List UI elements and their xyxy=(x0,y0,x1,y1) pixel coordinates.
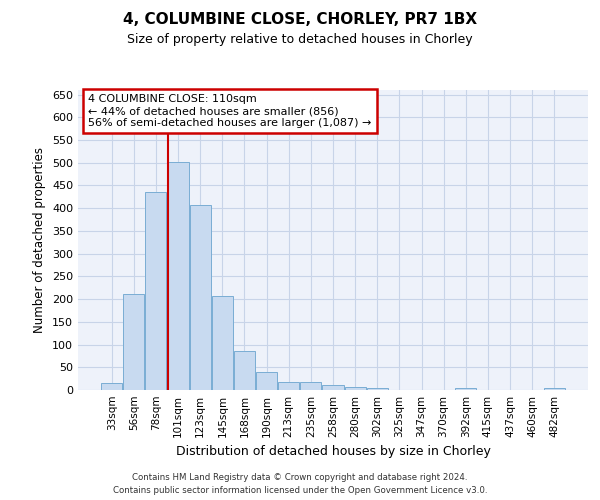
Bar xyxy=(301,382,322,390)
Bar xyxy=(278,382,299,390)
Bar xyxy=(190,205,211,390)
Bar xyxy=(256,372,277,390)
Bar xyxy=(145,192,166,390)
Bar xyxy=(344,388,365,390)
Text: Contains HM Land Registry data © Crown copyright and database right 2024.
Contai: Contains HM Land Registry data © Crown c… xyxy=(113,474,487,495)
Y-axis label: Number of detached properties: Number of detached properties xyxy=(34,147,46,333)
Bar xyxy=(212,296,233,390)
Bar xyxy=(124,294,145,390)
Bar xyxy=(234,352,255,390)
Bar xyxy=(544,388,565,390)
Text: 4, COLUMBINE CLOSE, CHORLEY, PR7 1BX: 4, COLUMBINE CLOSE, CHORLEY, PR7 1BX xyxy=(123,12,477,28)
Bar xyxy=(455,388,476,390)
Text: Size of property relative to detached houses in Chorley: Size of property relative to detached ho… xyxy=(127,32,473,46)
X-axis label: Distribution of detached houses by size in Chorley: Distribution of detached houses by size … xyxy=(176,446,490,458)
Bar xyxy=(167,162,188,390)
Text: 4 COLUMBINE CLOSE: 110sqm
← 44% of detached houses are smaller (856)
56% of semi: 4 COLUMBINE CLOSE: 110sqm ← 44% of detac… xyxy=(88,94,371,128)
Bar xyxy=(322,385,344,390)
Bar xyxy=(101,383,122,390)
Bar xyxy=(367,388,388,390)
